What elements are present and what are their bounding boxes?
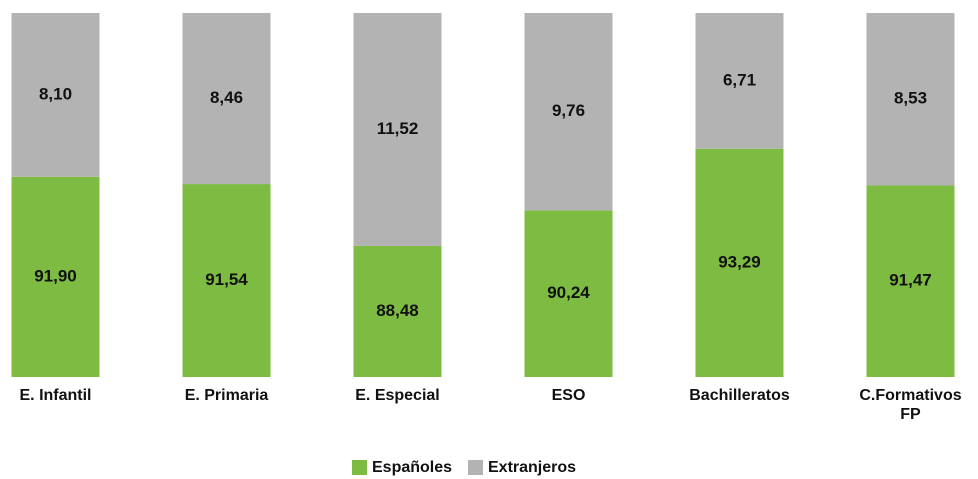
data-label: 8,46: [210, 88, 243, 107]
data-label: 91,90: [34, 266, 77, 285]
bar-segment: [11, 176, 100, 377]
bar-segment: [866, 185, 955, 377]
x-tick-label: C.Formativos FP: [859, 387, 962, 423]
data-label: 8,53: [894, 89, 927, 108]
data-label: 11,52: [377, 119, 419, 138]
x-tick-label: E. Infantil: [19, 387, 92, 404]
bar-segment: [353, 245, 442, 377]
data-label: 8,10: [39, 84, 72, 103]
bar-segment: [695, 13, 784, 149]
x-tick-label: ESO: [551, 387, 586, 404]
bar-segment: [524, 210, 613, 377]
bar-segment: [182, 13, 271, 185]
data-label: 91,54: [205, 270, 248, 289]
data-label: 90,24: [547, 283, 590, 302]
data-label: 9,76: [552, 101, 585, 120]
bar-segment: [182, 184, 271, 377]
data-label: 6,71: [723, 70, 756, 89]
x-tick-label: E. Especial: [355, 387, 440, 404]
data-label: 91,47: [889, 271, 932, 290]
legend-label: Españoles: [372, 459, 452, 476]
data-label: 93,29: [718, 252, 761, 271]
legend-label: Extranjeros: [488, 459, 576, 476]
x-tick-label: Bachilleratos: [689, 387, 790, 404]
bar-segment: [11, 13, 100, 177]
legend-swatch: [352, 460, 367, 475]
x-tick-label: E. Primaria: [184, 387, 269, 404]
data-label: 88,48: [376, 301, 419, 320]
bar-segment: [353, 13, 442, 246]
legend-swatch: [468, 460, 483, 475]
bar-segment: [695, 148, 784, 377]
bar-segment: [866, 13, 955, 186]
bar-segment: [524, 13, 613, 211]
